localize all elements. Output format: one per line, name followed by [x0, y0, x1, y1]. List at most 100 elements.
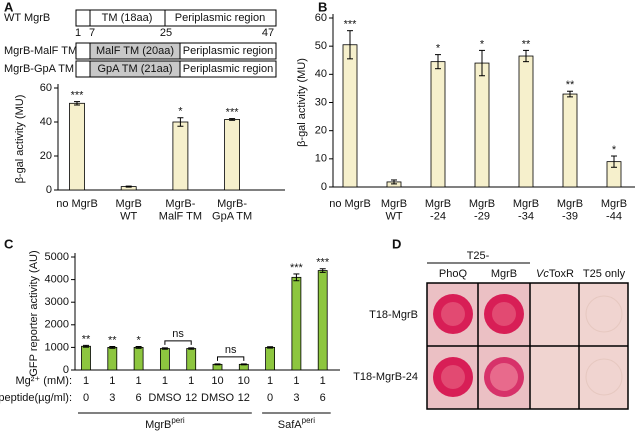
- column-label-italic: Vc: [536, 268, 549, 280]
- text-line: MgrB: [425, 198, 451, 210]
- x-tick-label: MgrB-MalF TM: [159, 198, 202, 223]
- bar: [265, 346, 276, 371]
- x-tick-label: MgrB -24: [425, 198, 451, 223]
- bar: [518, 55, 534, 188]
- bar: [342, 44, 358, 188]
- significance: *: [436, 43, 441, 55]
- bracket: [164, 340, 192, 345]
- x-tick-label: 1: [188, 375, 194, 387]
- bar: [159, 348, 170, 371]
- x-tick-label: 10: [238, 375, 250, 387]
- x-tick-label: 3: [109, 392, 115, 404]
- panel-label: C: [4, 236, 14, 251]
- y-axis-label: β-gal activity (MU): [296, 58, 308, 147]
- x-tick-label: 0: [83, 392, 89, 404]
- bracket-label: ns: [172, 328, 184, 340]
- column-label-rest: ToxR: [549, 268, 574, 280]
- x-tick-label: 1: [136, 375, 142, 387]
- bar: [107, 346, 118, 371]
- text-line: MgrB: [116, 198, 142, 210]
- x-tick-label: 3: [293, 392, 299, 404]
- y-tick-label: 1000: [45, 341, 69, 353]
- x-tick-label: MgrB -34: [513, 198, 539, 223]
- x-tick-label: 1: [267, 375, 273, 387]
- plate-header: T25-: [467, 250, 490, 262]
- y-tick-label: 0: [46, 184, 52, 196]
- y-tick-label: 40: [40, 116, 52, 128]
- x-tick-label: 1: [109, 375, 115, 387]
- column-label: MgrB: [491, 268, 517, 280]
- significance: *: [178, 106, 183, 118]
- text-line: -24: [430, 211, 446, 223]
- text-line: -39: [562, 211, 578, 223]
- region-label: Periplasmic region: [183, 45, 273, 57]
- x-tick-label: 1: [293, 375, 299, 387]
- bar: [562, 93, 578, 188]
- row-label: Mg²⁺ (mM):: [15, 375, 72, 387]
- significance: ***: [344, 19, 358, 31]
- significance: *: [136, 334, 141, 346]
- group-label: MgrBperi: [145, 416, 185, 431]
- x-tick-label: 6: [136, 392, 142, 404]
- plate: T25- PhoQ MgrB VcToxR T25 only T18-MgrB …: [353, 250, 629, 410]
- x-tick-label: DMSO: [201, 392, 234, 404]
- colony-center: [441, 302, 465, 326]
- x-tick-label: 10: [211, 375, 223, 387]
- position: 1: [75, 27, 81, 39]
- position: 25: [160, 27, 172, 39]
- significance: *: [612, 144, 617, 156]
- position: 47: [262, 27, 274, 39]
- tm-box: [89, 42, 181, 60]
- y-tick-label: 60: [315, 12, 327, 24]
- x-tick-label: 1: [83, 375, 89, 387]
- y-tick-label: 0: [63, 364, 69, 376]
- y-axis-label: GFP reporter activity (AU): [28, 250, 40, 376]
- y-tick-label: 20: [315, 125, 327, 137]
- x-tick-label: MgrB-GpA TM: [212, 198, 252, 223]
- panel-label: A: [4, 0, 14, 14]
- x-tick-label: 1: [320, 375, 326, 387]
- x-tick-label: MgrB -29: [469, 198, 495, 223]
- region-label: Periplasmic region: [183, 63, 273, 75]
- y-tick-label: 4000: [45, 274, 69, 286]
- group-name: MgrB: [145, 419, 171, 431]
- y-tick-label: 0: [321, 181, 327, 193]
- construct-label: WT MgrB: [4, 12, 50, 24]
- significance: *: [480, 38, 485, 50]
- construct-label: MgrB-GpA TM: [4, 63, 74, 75]
- position: 7: [89, 27, 95, 39]
- bar: [69, 102, 85, 191]
- significance: **: [566, 79, 575, 91]
- group-name: SafA: [278, 419, 303, 431]
- panel-label: D: [392, 236, 401, 251]
- column-label: PhoQ: [439, 268, 468, 280]
- bar: [133, 346, 144, 371]
- text-line: MgrB: [469, 198, 495, 210]
- y-tick-label: 50: [315, 40, 327, 52]
- colony-faint: [585, 358, 623, 396]
- row-label: T18-MgrB: [369, 309, 418, 321]
- text-line: -34: [518, 211, 534, 223]
- x-tick-label: DMSO: [148, 392, 181, 404]
- construct-label: MgrB-MalF TM: [4, 45, 77, 57]
- text-line: GpA TM: [212, 211, 252, 223]
- bar: [224, 119, 241, 191]
- text-line: -29: [474, 211, 490, 223]
- construct-diagram: WT MgrB TM (18aa) Periplasmic region 1 7…: [4, 9, 277, 78]
- significance: ***: [290, 262, 304, 274]
- text-line: WT: [385, 211, 402, 223]
- x-tick-label: MgrB WT: [381, 198, 407, 223]
- significance: **: [108, 334, 117, 346]
- text-line: MgrB: [513, 198, 539, 210]
- bar: [317, 270, 328, 371]
- x-tick-label: MgrB -39: [557, 198, 583, 223]
- x-tick-label: 0: [267, 392, 273, 404]
- bracket: [217, 356, 245, 361]
- region-label: Periplasmic region: [175, 12, 265, 24]
- tm-box: [89, 60, 181, 78]
- text-line: MgrB: [381, 198, 407, 210]
- colony-faint: [585, 295, 623, 333]
- significance: **: [522, 38, 531, 50]
- row-label: T18-MgrB-24: [353, 371, 418, 383]
- y-tick-label: 30: [315, 96, 327, 108]
